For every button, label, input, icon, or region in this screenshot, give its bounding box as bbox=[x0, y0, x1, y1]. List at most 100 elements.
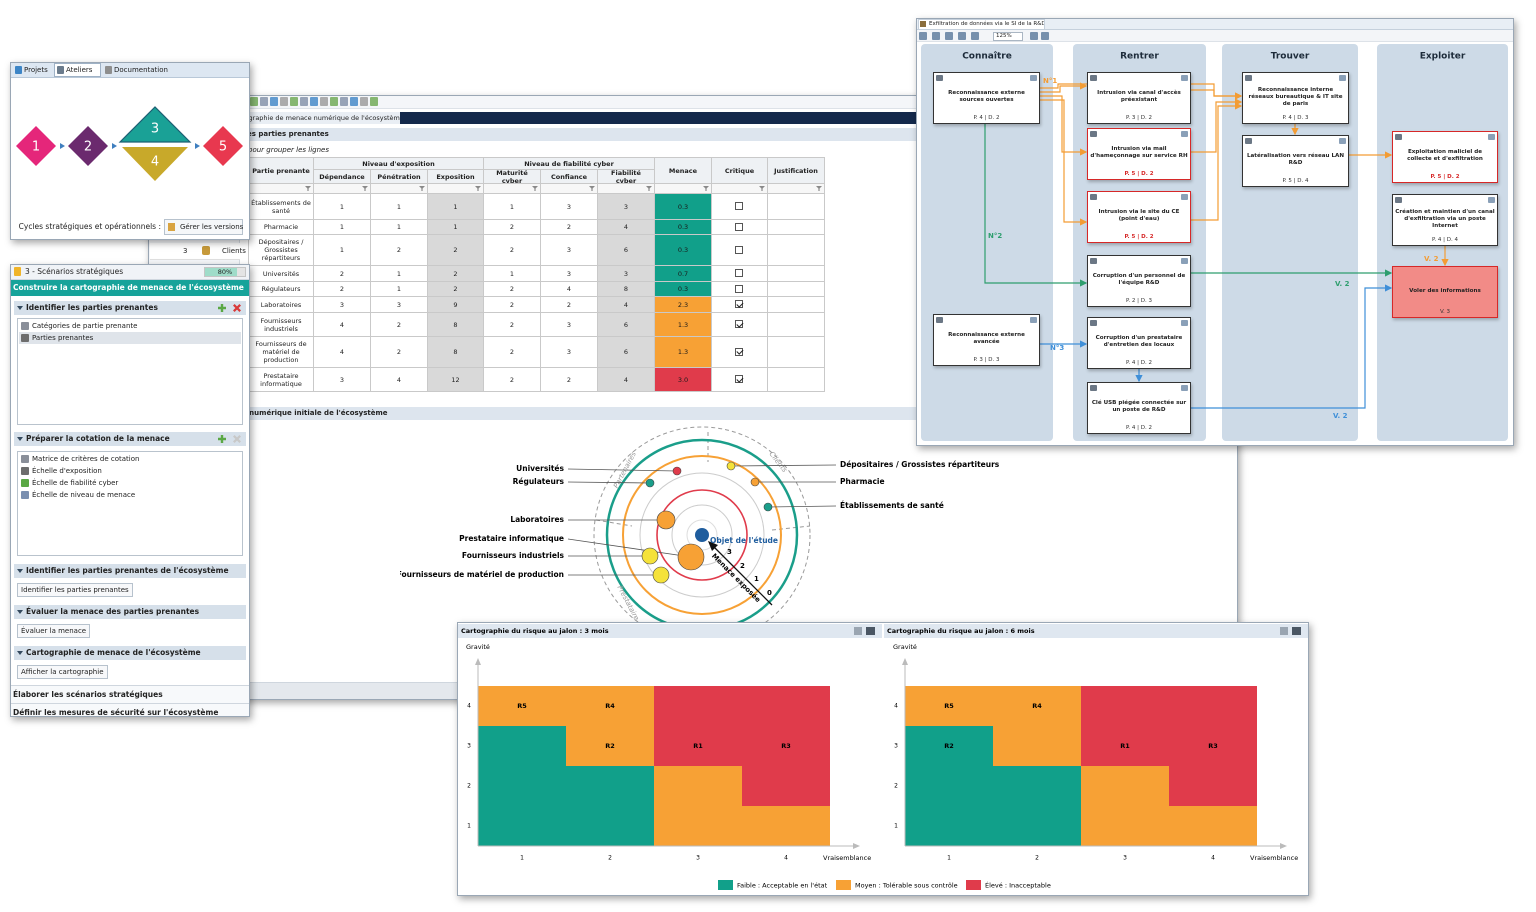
checkbox[interactable] bbox=[735, 269, 743, 277]
table-header[interactable]: Pénétration bbox=[370, 169, 428, 184]
toolbar-button[interactable] bbox=[958, 32, 966, 40]
action-box[interactable] bbox=[1392, 131, 1498, 183]
toolbar-button[interactable] bbox=[330, 97, 338, 106]
checkbox[interactable] bbox=[735, 222, 743, 231]
action-box[interactable] bbox=[1087, 317, 1191, 369]
action-box[interactable] bbox=[1087, 128, 1191, 180]
delete-button[interactable] bbox=[233, 304, 241, 312]
checkbox[interactable] bbox=[735, 245, 743, 254]
toolbar-button[interactable] bbox=[340, 97, 348, 106]
action-box[interactable] bbox=[1087, 382, 1191, 434]
action-title: Reconnaissance interne réseaux bureautiq… bbox=[1248, 86, 1343, 107]
table-header[interactable]: Exposition bbox=[427, 169, 484, 184]
filter-icon[interactable] bbox=[703, 186, 709, 191]
zoom-field[interactable]: 125% bbox=[993, 32, 1023, 41]
action-box[interactable] bbox=[1087, 72, 1191, 124]
toolbar-button[interactable] bbox=[260, 97, 268, 106]
checkbox[interactable] bbox=[735, 375, 743, 383]
toolbar-button[interactable] bbox=[320, 97, 328, 106]
table-header[interactable]: Menace bbox=[654, 157, 712, 184]
toolbar-button[interactable] bbox=[370, 97, 378, 106]
section-header[interactable] bbox=[14, 432, 246, 446]
versions-button[interactable]: Gérer les versions bbox=[164, 219, 243, 235]
action-box[interactable] bbox=[933, 72, 1040, 124]
table-header[interactable]: Fiabilité cyber bbox=[597, 169, 655, 185]
toolbar-button[interactable] bbox=[932, 32, 940, 40]
section-header[interactable] bbox=[14, 605, 246, 619]
action-box[interactable] bbox=[1087, 255, 1191, 307]
table-header[interactable]: Justification bbox=[767, 157, 825, 184]
table-header[interactable]: Maturité cyber bbox=[483, 169, 541, 185]
panel-tab[interactable] bbox=[54, 63, 101, 77]
section-header[interactable] bbox=[14, 646, 246, 660]
toolbar-button[interactable] bbox=[1041, 32, 1049, 40]
filter-icon[interactable] bbox=[589, 186, 595, 191]
y-tick-label: 3 bbox=[894, 743, 898, 750]
table-header[interactable]: Confiance bbox=[540, 169, 598, 184]
table-header[interactable]: Partie prenante bbox=[248, 157, 314, 184]
filter-icon[interactable] bbox=[362, 186, 368, 191]
title-bar bbox=[917, 19, 1513, 30]
list-item[interactable] bbox=[19, 332, 241, 344]
diagram-tab[interactable]: Exfiltration de données via le SI de la … bbox=[918, 19, 1045, 30]
add-button[interactable] bbox=[218, 435, 226, 443]
delete-button[interactable] bbox=[233, 435, 241, 443]
checkbox[interactable] bbox=[735, 300, 743, 308]
action-button[interactable]: Afficher la cartographie bbox=[17, 665, 108, 679]
risk-cell bbox=[566, 766, 654, 806]
stakeholder-label: Fournisseurs industriels bbox=[462, 551, 565, 560]
action-box[interactable] bbox=[1242, 135, 1349, 187]
toolbar-button[interactable] bbox=[945, 32, 953, 40]
toolbar-button[interactable] bbox=[290, 97, 298, 106]
filter-icon[interactable] bbox=[305, 186, 311, 191]
action-icon bbox=[1181, 385, 1188, 391]
section-header[interactable] bbox=[14, 301, 246, 315]
table-header[interactable]: Dépendance bbox=[313, 169, 371, 184]
filter-icon[interactable] bbox=[816, 186, 822, 191]
toolbar-button[interactable] bbox=[350, 97, 358, 106]
toolbar-button[interactable] bbox=[280, 97, 288, 106]
toolbar-button[interactable] bbox=[310, 97, 318, 106]
action-button[interactable]: Identifier les parties prenantes bbox=[17, 583, 133, 597]
section-header[interactable] bbox=[14, 564, 246, 578]
filter-icon[interactable] bbox=[646, 186, 652, 191]
justification-cell bbox=[767, 312, 825, 337]
toolbar-button[interactable] bbox=[360, 97, 368, 106]
toolbar bbox=[917, 30, 1513, 42]
risk-cell bbox=[1081, 766, 1169, 806]
stakeholder-point bbox=[641, 547, 659, 565]
legend-label: Faible : Acceptable en l'état bbox=[737, 882, 828, 890]
checkbox[interactable] bbox=[735, 347, 743, 356]
action-title: Latéralisation vers réseau LAN R&D bbox=[1246, 153, 1345, 166]
action-box[interactable] bbox=[1392, 266, 1498, 318]
stakeholder-name: Fournisseurs industriels bbox=[248, 312, 314, 337]
toolbar-button[interactable] bbox=[270, 97, 278, 106]
risk-cell bbox=[993, 726, 1081, 766]
document-tab[interactable]: tographie de menace numérique de l'écosy… bbox=[240, 112, 400, 124]
action-button[interactable]: Évaluer la menace bbox=[17, 624, 91, 638]
filter-icon[interactable] bbox=[759, 186, 765, 191]
checkbox[interactable] bbox=[735, 284, 743, 293]
add-button[interactable] bbox=[218, 304, 226, 312]
checkbox[interactable] bbox=[735, 202, 743, 210]
filter-icon[interactable] bbox=[532, 186, 538, 191]
toolbar-button[interactable] bbox=[300, 97, 308, 106]
filter-icon[interactable] bbox=[475, 186, 481, 191]
toolbar-button[interactable] bbox=[250, 97, 258, 106]
footer-step[interactable]: Définir les mesures de sécurité sur l'éc… bbox=[11, 703, 249, 716]
footer-step[interactable]: Élaborer les scénarios stratégiques bbox=[11, 685, 249, 703]
action-box[interactable] bbox=[1392, 194, 1498, 246]
action-box[interactable] bbox=[933, 314, 1040, 366]
toolbar-button[interactable] bbox=[1030, 32, 1038, 40]
checkbox[interactable] bbox=[735, 320, 743, 328]
toolbar-button[interactable] bbox=[919, 32, 927, 40]
flow-arrow bbox=[1191, 89, 1243, 100]
toolbar-button[interactable] bbox=[971, 32, 979, 40]
action-box[interactable] bbox=[1087, 191, 1191, 243]
table-header[interactable]: Critique bbox=[711, 157, 768, 184]
filter-icon[interactable] bbox=[419, 186, 425, 191]
item-label: Échelle de fiabilité cyber bbox=[32, 479, 119, 487]
table-value: 2 bbox=[483, 234, 541, 266]
action-box[interactable] bbox=[1242, 72, 1349, 124]
table-value: 1 bbox=[427, 219, 484, 235]
